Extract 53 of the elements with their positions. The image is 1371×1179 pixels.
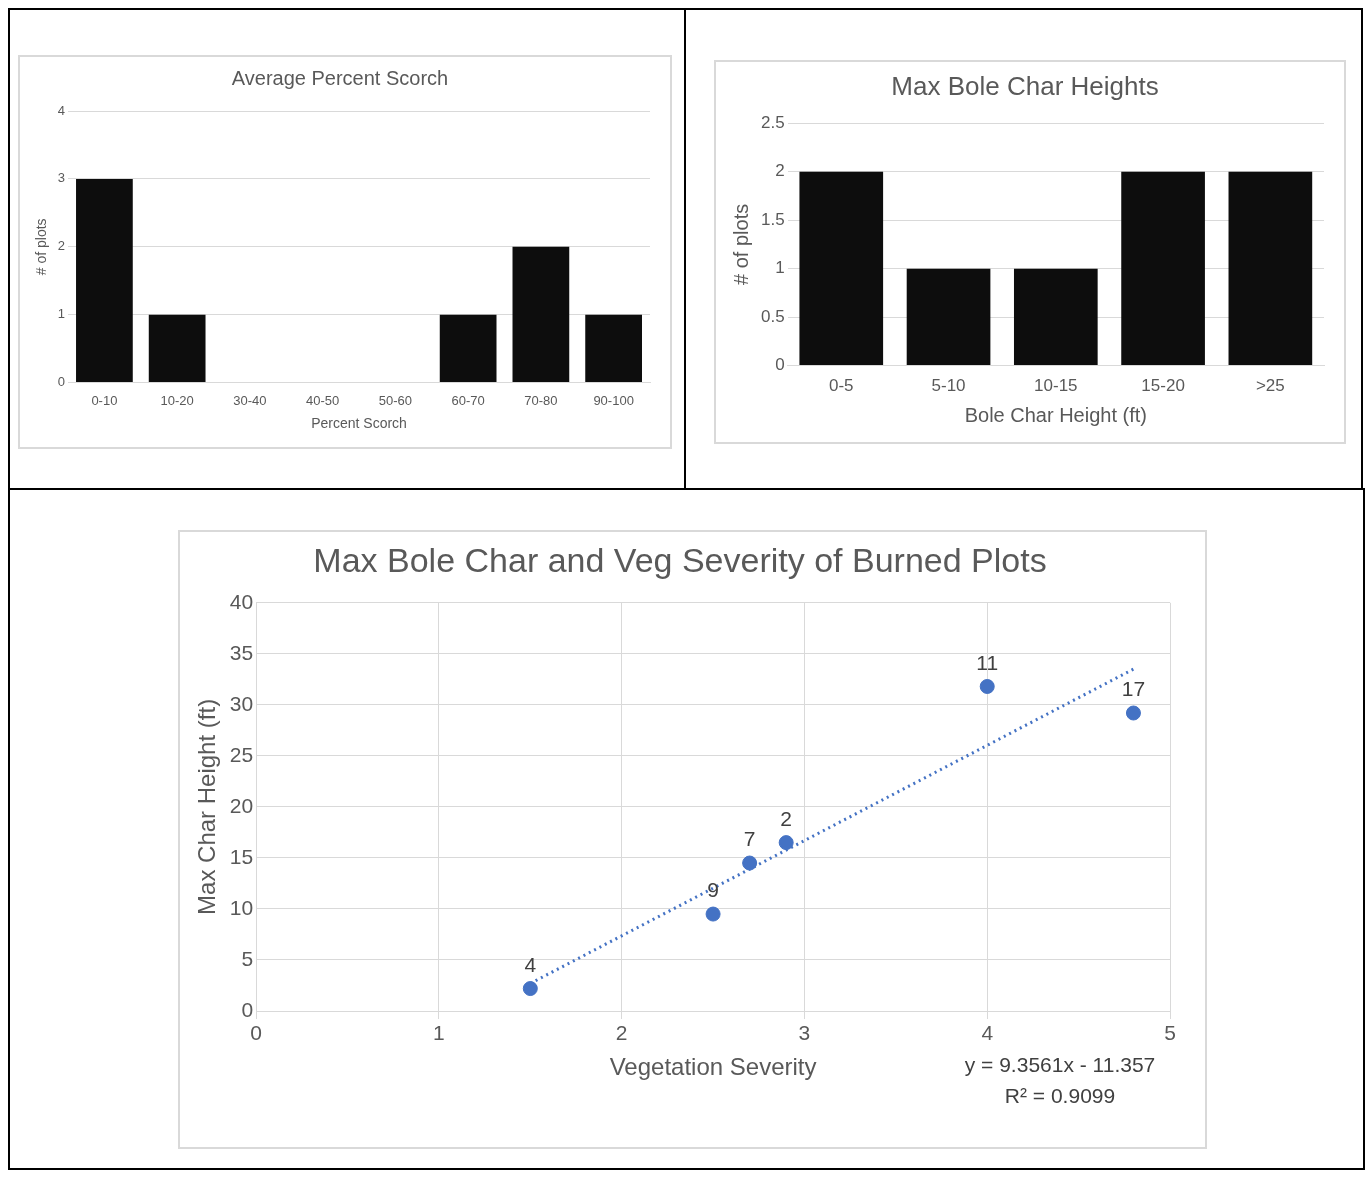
y-tick-label: 35 <box>229 640 254 664</box>
x-tick-label: 40-50 <box>306 392 340 408</box>
y-tick-label: 15 <box>229 844 254 868</box>
y-tick-label: 30 <box>229 691 254 715</box>
y-tick-label: 40 <box>229 589 254 613</box>
chart-title: Max Bole Char Heights <box>891 70 1159 101</box>
annotation: 4 <box>524 952 537 976</box>
x-tick-label: 60-70 <box>451 392 485 408</box>
y-tick-label: 0 <box>775 355 785 375</box>
x-tick-label: 90-100 <box>593 392 634 408</box>
text: R² = 0.9099 <box>1004 1084 1116 1108</box>
text: y = 9.3561x - 11.357 <box>964 1053 1156 1077</box>
annotation: 9 <box>707 878 719 902</box>
x-tick-label: 2 <box>615 1021 628 1045</box>
y-axis-title: # of plots <box>729 203 752 285</box>
x-tick-label: 0-10 <box>91 392 118 408</box>
x-axis-title: Vegetation Severity <box>609 1053 817 1081</box>
y-tick-label: 3 <box>57 170 66 186</box>
y-tick-label: 2 <box>775 161 785 181</box>
x-tick-label: 10-15 <box>1034 376 1078 396</box>
y-tick-label: 2 <box>57 238 66 254</box>
x-axis-title: Bole Char Height (ft) <box>964 403 1147 426</box>
x-tick-label: 4 <box>981 1021 994 1045</box>
x-axis-title: Percent Scorch <box>311 415 407 432</box>
x-tick-label: >25 <box>1255 376 1285 396</box>
x-tick-label: 3 <box>798 1021 811 1045</box>
annotation: 7 <box>743 827 756 851</box>
annotation: 11 <box>976 650 999 674</box>
y-tick-label: 1 <box>57 306 66 322</box>
y-tick-label: 0 <box>241 997 254 1021</box>
y-tick-label: 0.5 <box>760 306 785 326</box>
chart-title: Max Bole Char and Veg Severity of Burned Plots <box>313 540 1047 579</box>
y-tick-label: 1 <box>775 258 785 278</box>
x-tick-label: 70-80 <box>524 392 558 408</box>
x-tick-label: 1 <box>433 1021 445 1045</box>
x-tick-label: 5 <box>1164 1021 1176 1045</box>
x-tick-label: 15-20 <box>1141 376 1185 396</box>
annotation: 17 <box>1121 677 1146 701</box>
y-tick-label: 20 <box>229 793 254 817</box>
y-tick-label: 10 <box>229 895 254 919</box>
x-tick-label: 30-40 <box>233 392 267 408</box>
x-tick-label: 50-60 <box>378 392 413 408</box>
chart-title: Average Percent Scorch <box>231 66 449 89</box>
y-tick-label: 1.5 <box>760 209 785 229</box>
y-tick-label: 4 <box>57 102 66 118</box>
x-tick-label: 5-10 <box>931 376 966 396</box>
x-tick-label: 10-20 <box>160 392 194 408</box>
y-axis-title: Max Char Height (ft) <box>193 698 221 915</box>
x-tick-label: 0-5 <box>828 376 854 396</box>
y-tick-label: 25 <box>229 742 254 766</box>
y-axis-title: # of plots <box>33 218 50 276</box>
y-tick-label: 2.5 <box>760 112 785 132</box>
y-tick-label: 5 <box>241 946 254 970</box>
